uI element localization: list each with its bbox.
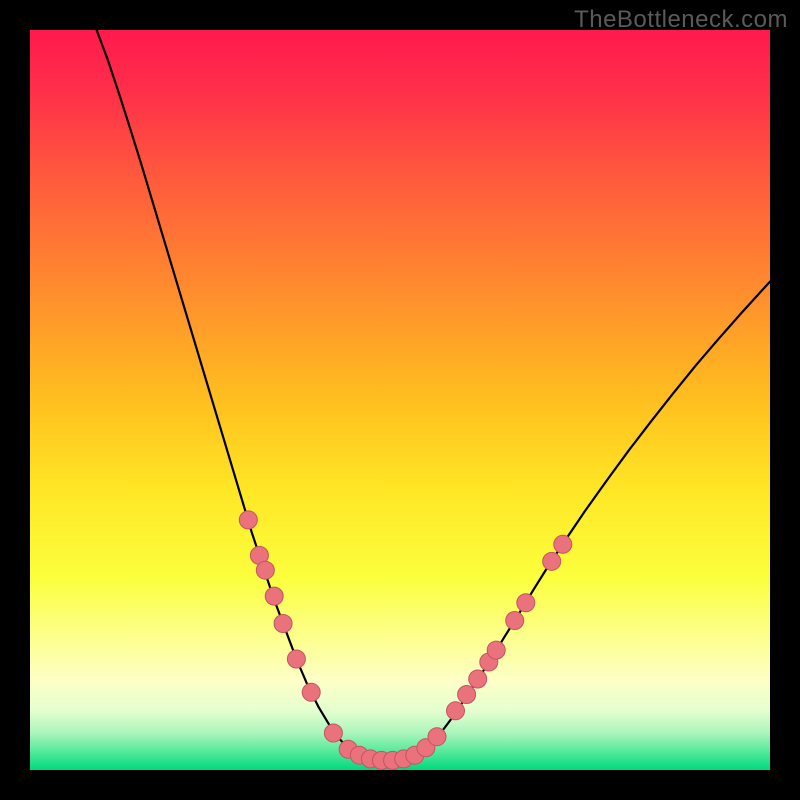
data-marker	[256, 561, 274, 579]
data-marker	[554, 535, 572, 553]
data-marker	[487, 641, 505, 659]
data-marker	[287, 650, 305, 668]
data-marker	[469, 670, 487, 688]
data-marker	[447, 702, 465, 720]
bottleneck-chart	[30, 30, 770, 770]
plot-area	[30, 30, 770, 770]
data-marker	[517, 594, 535, 612]
data-marker	[458, 686, 476, 704]
data-marker	[324, 724, 342, 742]
data-marker	[302, 683, 320, 701]
gradient-background	[30, 30, 770, 770]
data-marker	[239, 511, 257, 529]
data-marker	[265, 587, 283, 605]
data-marker	[274, 614, 292, 632]
chart-frame: TheBottleneck.com	[0, 0, 800, 800]
data-marker	[428, 728, 446, 746]
data-marker	[543, 552, 561, 570]
data-marker	[506, 612, 524, 630]
